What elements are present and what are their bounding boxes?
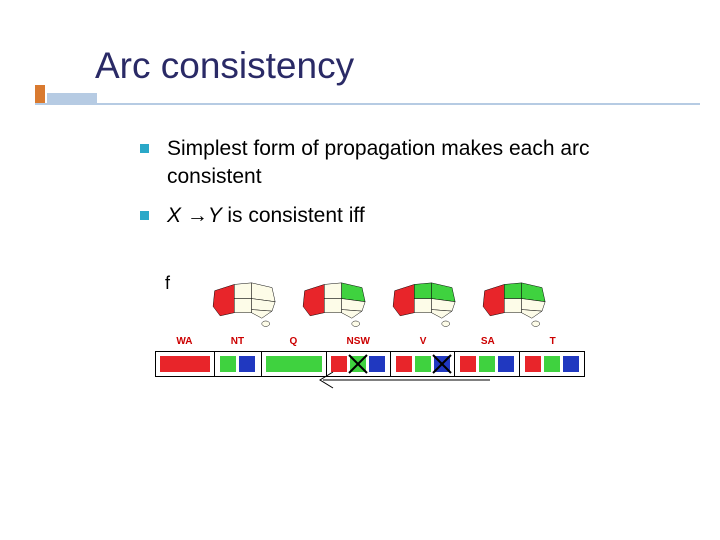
region-label: NSW <box>326 336 391 347</box>
title-accent <box>35 85 97 103</box>
color-swatch <box>220 356 236 372</box>
bullet-text-line: consistent <box>167 165 262 188</box>
australia-map <box>210 275 290 330</box>
color-swatch <box>525 356 541 372</box>
var-y: Y <box>208 204 227 227</box>
region-label: WA <box>155 336 214 347</box>
australia-map <box>480 275 560 330</box>
bullet-text: X →Y is consistent iff <box>167 202 365 230</box>
bullet-text-line: Simplest form of propagation makes each … <box>167 137 590 160</box>
color-swatch <box>160 356 210 372</box>
bullet-item: X →Y is consistent iff <box>140 202 660 230</box>
region-label: Q <box>261 336 326 347</box>
bullet-icon <box>140 211 149 220</box>
australia-map <box>300 275 380 330</box>
region-label: NT <box>214 336 261 347</box>
bullet-list: Simplest form of propagation makes each … <box>140 135 660 240</box>
page-title: Arc consistency <box>95 45 354 87</box>
color-swatch <box>544 356 560 372</box>
diagram: f WANTQNSWVSAT <box>155 275 585 377</box>
bullet-text: Simplest form of propagation makes each … <box>167 135 590 192</box>
region-label: T <box>520 336 585 347</box>
color-swatch <box>239 356 255 372</box>
accent-bar-short <box>35 85 45 103</box>
bullet-text-tail: is consistent iff <box>227 204 364 227</box>
back-arrow <box>315 370 490 390</box>
title-underline <box>35 103 700 105</box>
color-swatch <box>563 356 579 372</box>
arrow-glyph: → <box>187 204 208 227</box>
accent-bar-long <box>47 93 97 103</box>
labels-row: WANTQNSWVSAT <box>155 336 585 347</box>
var-x: X <box>167 204 187 227</box>
region-label: V <box>391 336 456 347</box>
domain-cell <box>156 352 215 376</box>
australia-map <box>390 275 470 330</box>
color-swatch <box>498 356 514 372</box>
bullet-item: Simplest form of propagation makes each … <box>140 135 660 192</box>
domain-cell <box>520 352 584 376</box>
domain-cell <box>215 352 262 376</box>
maps-row <box>185 275 585 330</box>
bullet-icon <box>140 144 149 153</box>
f-label: f <box>165 273 170 294</box>
region-label: SA <box>455 336 520 347</box>
color-swatch <box>266 356 322 372</box>
